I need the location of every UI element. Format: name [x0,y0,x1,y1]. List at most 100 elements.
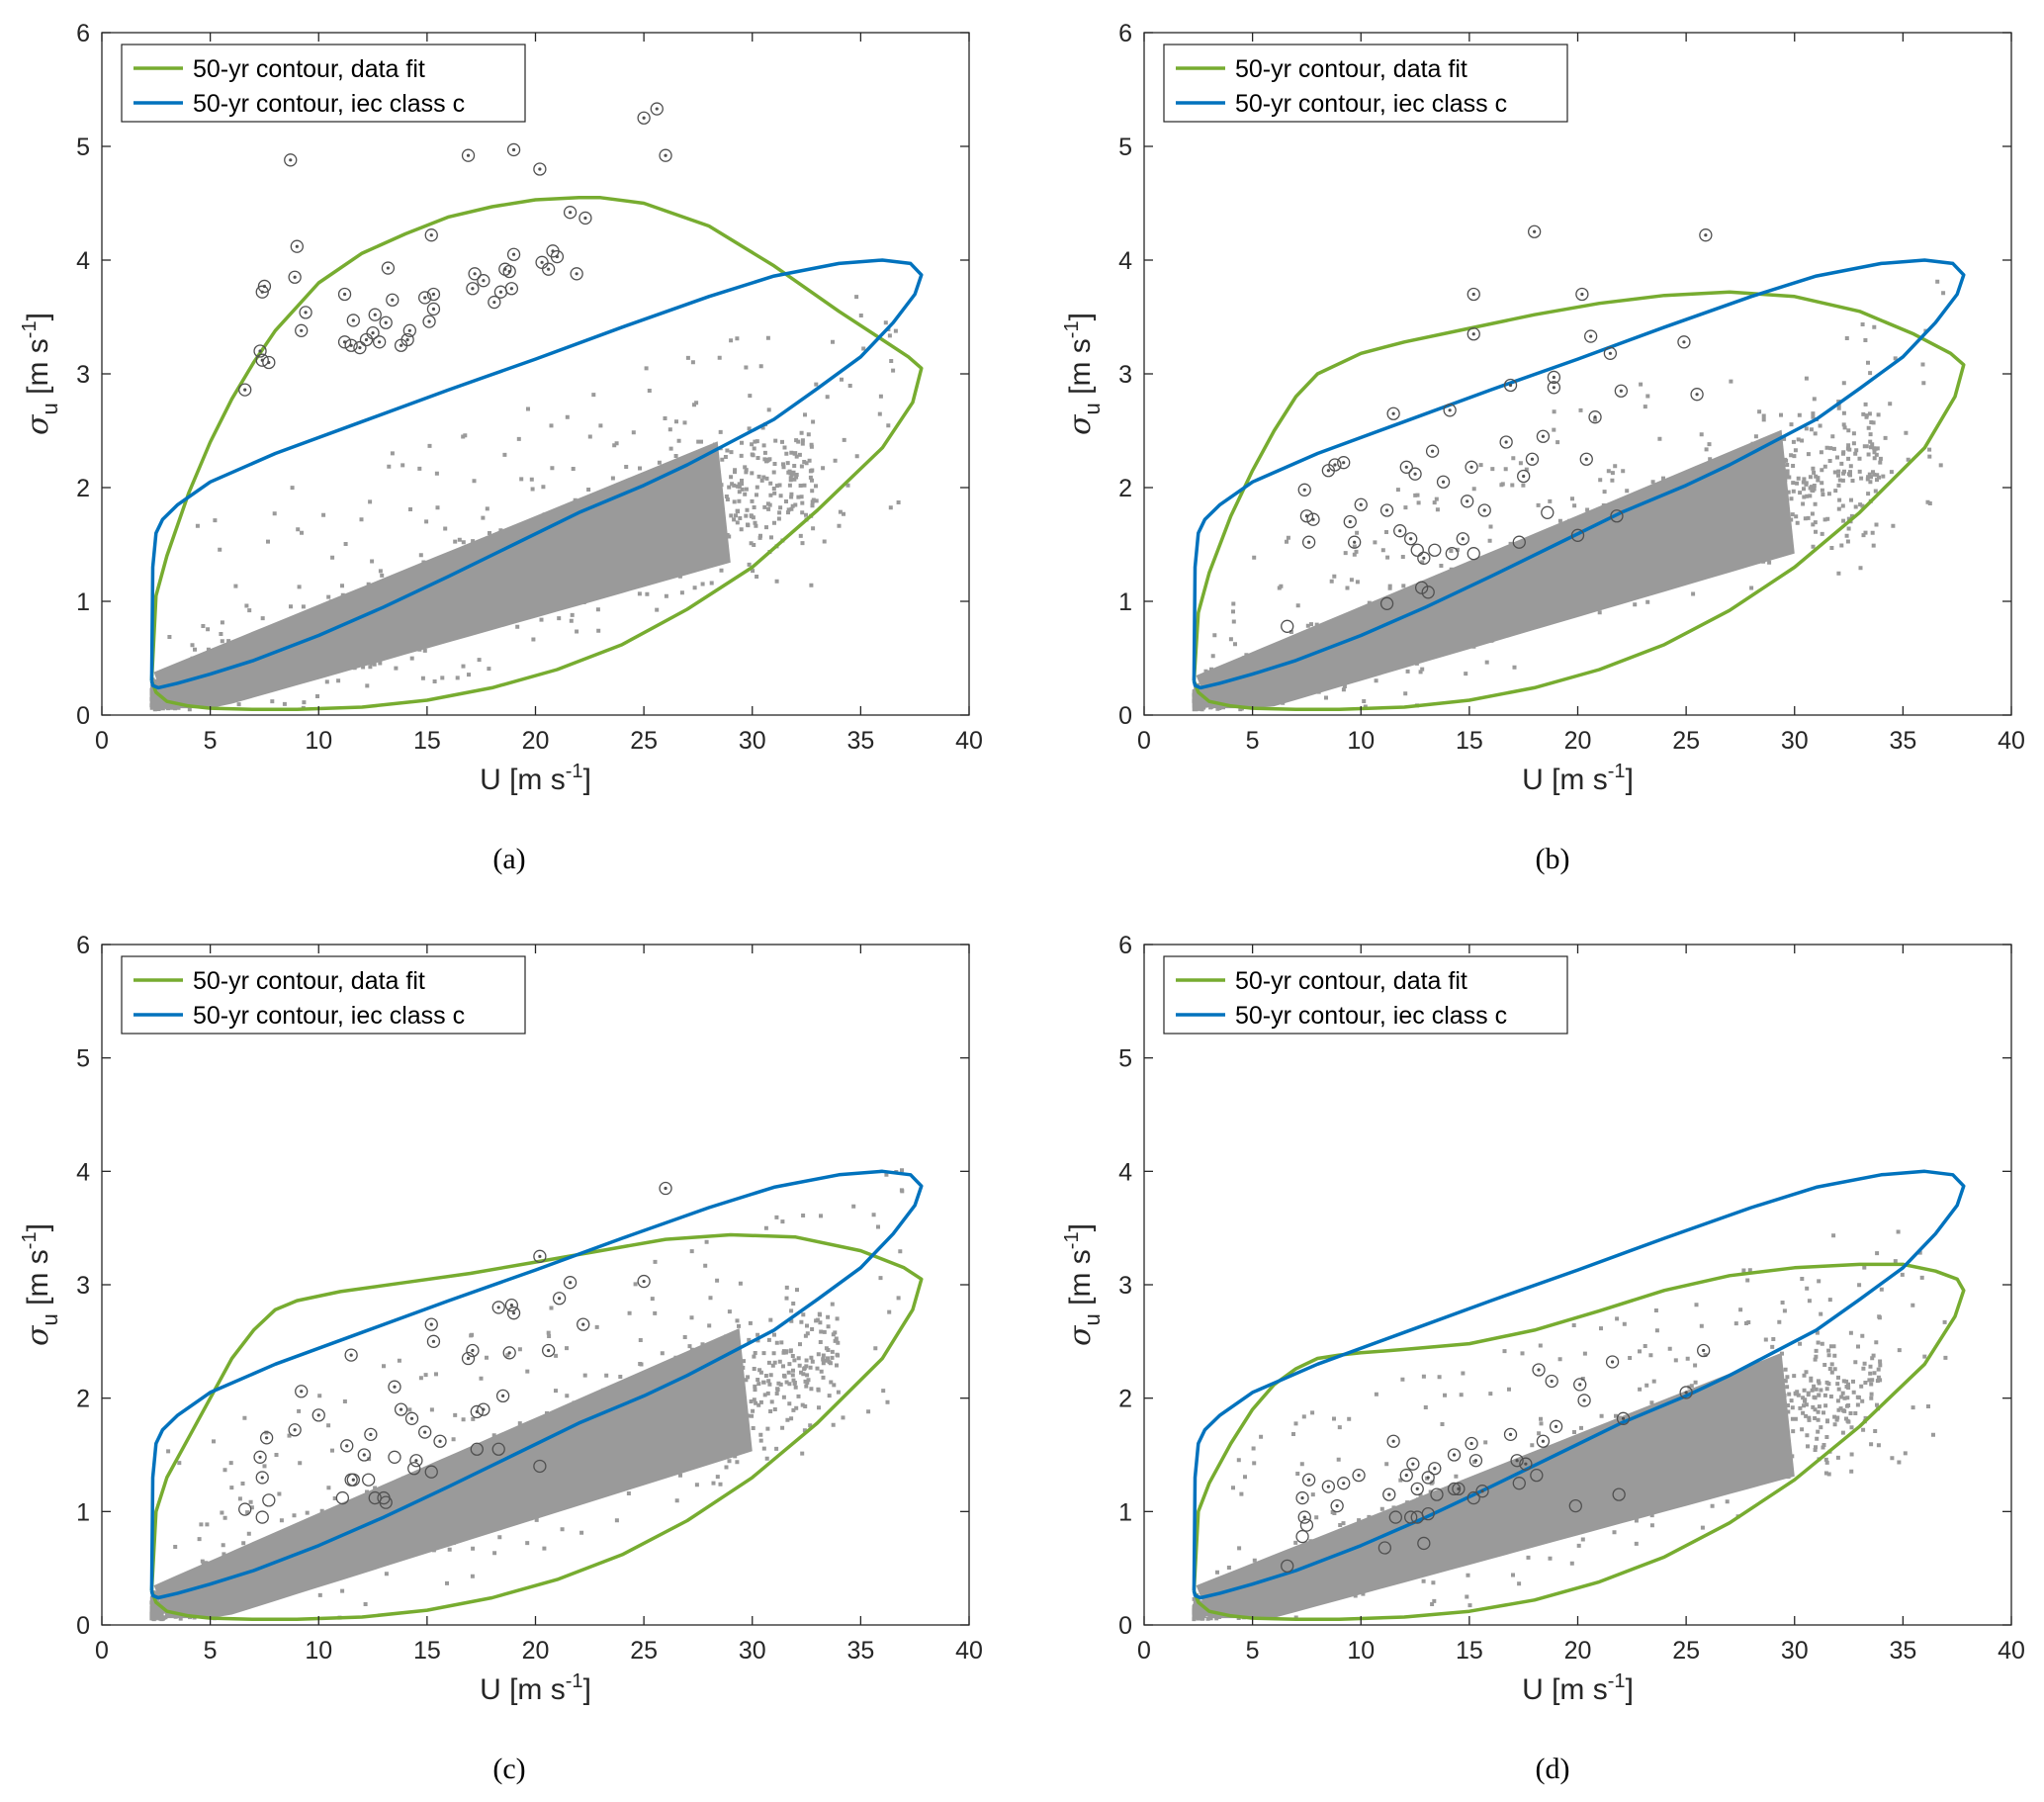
outlier-point [1382,1487,1396,1501]
x-tick-label: 5 [204,727,218,755]
outlier-dot [364,337,369,342]
outlier-dot [1533,229,1537,233]
contour-iec-class-c [149,1169,924,1600]
outlier-dot [1433,1467,1437,1471]
outlier-dot [258,349,262,353]
outlier-dot [391,298,395,302]
outlier-point [1614,384,1628,398]
outlier-point [1605,1355,1620,1369]
outlier-point [1466,287,1480,302]
outlier-point [255,1471,269,1485]
outlier-point [357,1448,371,1462]
x-tick-label: 35 [846,727,874,755]
outlier-open-point [1379,596,1394,610]
outlier-dot [427,319,431,323]
outlier-point [1536,1434,1551,1448]
outlier-point [563,1276,578,1290]
x-axis-label: U [m s-1] [480,761,591,796]
outlier-dot [349,343,353,347]
y-tick-label: 4 [1118,1158,1132,1186]
y-tick-label: 0 [76,1612,90,1640]
x-axis-label: U [m s-1] [480,1670,591,1706]
outlier-ring [550,249,565,264]
outlier-point [386,293,400,307]
outlier-point [1443,404,1457,417]
outlier-point [1697,1343,1711,1358]
outlier-point [400,332,414,347]
outlier-dot [1411,1462,1415,1466]
outlier-ring [563,1276,578,1290]
outlier-dot [423,1430,427,1434]
outlier-point [238,383,252,397]
outlier-dot [558,1297,562,1301]
outlier-point [1465,460,1478,474]
outlier-ring [1337,1477,1351,1490]
outlier-dot [575,272,578,276]
outlier-dot [1335,1504,1339,1508]
outlier-open-point [1541,505,1555,519]
outlier-point [295,323,309,337]
y-tick-label: 2 [1118,475,1132,502]
outlier-dot [642,116,646,120]
outlier-dot [1404,1474,1408,1478]
outlier-ring [1579,452,1593,466]
outlier-point [1321,1480,1336,1493]
outlier-point [257,279,272,294]
outlier-point [1503,1427,1518,1442]
outlier-ring [418,291,432,305]
outlier-dot [1578,1383,1582,1387]
outlier-ring [238,383,252,397]
outlier-dot [1704,233,1708,237]
outlier-dot [540,260,544,264]
outlier-point [1525,452,1540,466]
outlier-dot [471,1348,475,1353]
outlier-dot [1342,461,1346,465]
x-tick-label: 5 [1246,1637,1260,1665]
outlier-dot [664,1186,667,1191]
outlier-ring [340,1439,354,1453]
outlier-point [1354,497,1368,511]
outlier-ring [1510,1454,1524,1468]
outlier-point [1579,452,1593,466]
outlier-ring [372,335,387,349]
outlier-dot [538,1254,542,1258]
outlier-dot [431,292,436,297]
y-tick-label: 4 [76,247,90,275]
y-tick-label: 6 [1118,20,1132,47]
outlier-dot [358,345,362,350]
outlier-open-point [1447,1482,1462,1496]
outlier-ring [1588,410,1602,424]
outlier-dot [511,147,516,152]
outlier-point [262,355,276,370]
outlier-dot [1608,351,1612,355]
outlier-ring [659,148,672,162]
outlier-point [1328,458,1342,472]
outlier-ring [404,1411,419,1425]
outlier-ring [552,1292,567,1306]
outlier-dot [399,343,403,347]
outlier-point [1452,1482,1466,1496]
outlier-dot [293,1428,297,1432]
outlier-dot [496,1306,500,1309]
outlier-point [466,282,480,296]
y-axis-label: σu [m s-1] [1061,1223,1105,1346]
outlier-ring [295,1385,309,1398]
outlier-ring [637,111,651,125]
outlier-point [364,1427,378,1442]
outlier-ring [1536,429,1551,443]
outlier-dot [583,216,587,221]
outlier-ring [533,1249,547,1263]
outlier-open-point [344,1473,358,1487]
outlier-ring [1399,1468,1413,1483]
outlier-open-point [388,1450,401,1464]
outlier-ring [1614,384,1628,398]
outlier-point [461,1351,476,1366]
outlier-point [1536,429,1551,443]
outlier-point [372,335,387,349]
outlier-dot [1537,1368,1541,1372]
outlier-ring [488,295,501,310]
outlier-dot [1469,465,1473,469]
x-tick-label: 20 [522,1637,550,1665]
outlier-ring [262,355,276,370]
